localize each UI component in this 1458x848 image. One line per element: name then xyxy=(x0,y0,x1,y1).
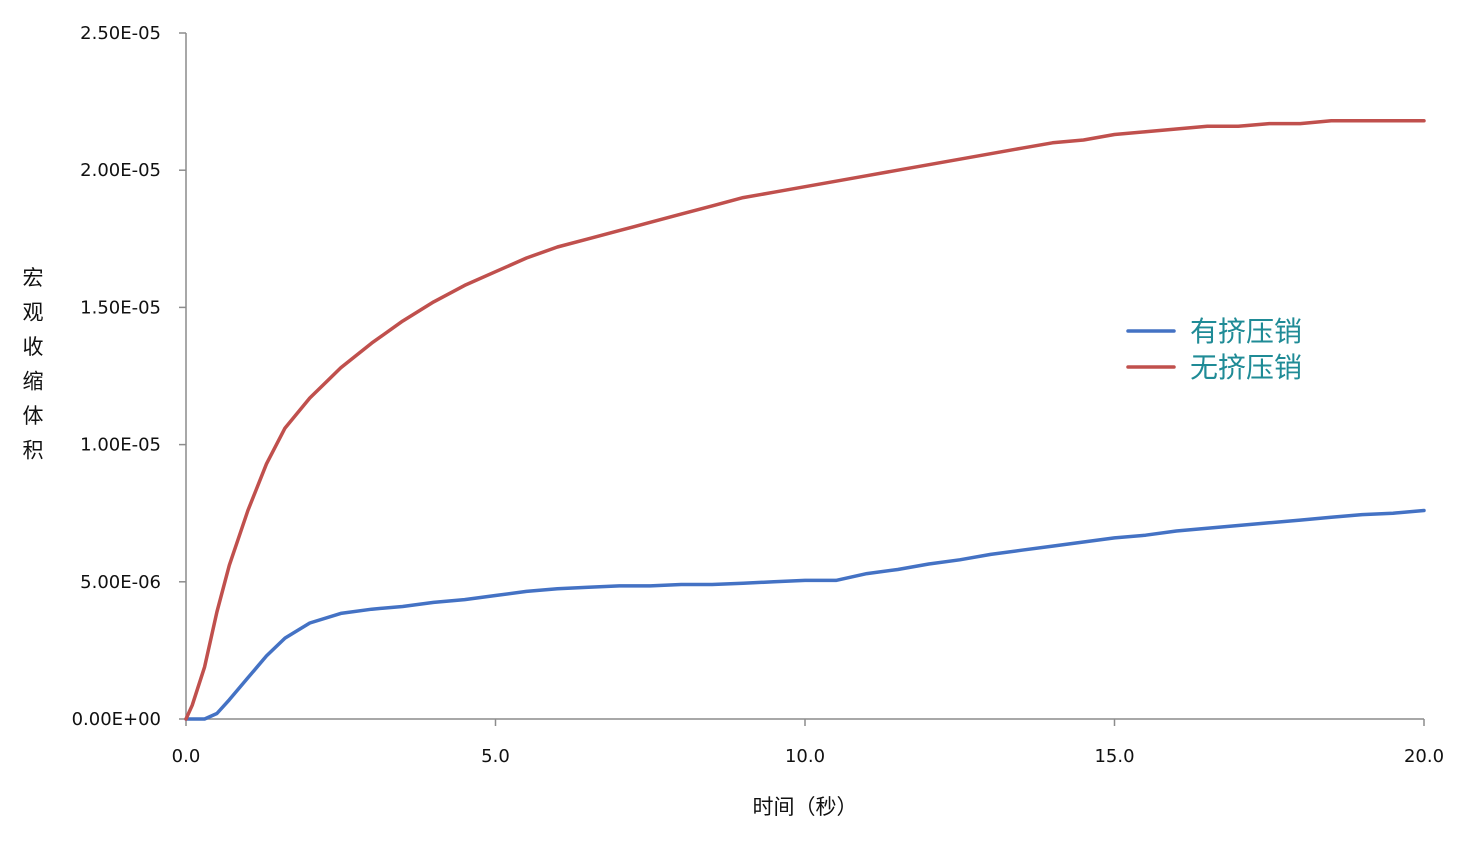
y-tick-label: 1.00E-05 xyxy=(80,435,161,456)
series-line-1 xyxy=(184,508,1426,721)
x-tick-label: 10.0 xyxy=(785,746,825,767)
y-tick-label: 1.50E-05 xyxy=(80,297,161,318)
y-tick-label: 2.50E-05 xyxy=(80,23,161,44)
series-lines xyxy=(184,119,1426,721)
y-ticks: 0.00E+00 5.00E-06 1.00E-05 1.50E-05 2.00E-05… xyxy=(72,23,186,730)
x-axis-title: 时间（秒） xyxy=(753,795,858,819)
legend-label: 有挤压销 xyxy=(1190,315,1302,348)
y-tick-label: 5.00E-06 xyxy=(80,572,161,593)
legend-label: 无挤压销 xyxy=(1190,351,1302,384)
x-tick-label: 15.0 xyxy=(1094,746,1134,767)
series-line-2 xyxy=(184,119,1426,721)
x-tick-label: 5.0 xyxy=(481,746,510,767)
x-ticks: 0.0 5.0 10.0 15.0 20.0 xyxy=(172,719,1444,767)
x-tick-label: 20.0 xyxy=(1404,746,1444,767)
y-axis-title-text: 宏观收缩体积 xyxy=(23,266,44,463)
y-tick-label: 0.00E+00 xyxy=(72,709,161,730)
y-axis-title: 宏观收缩体积 xyxy=(23,266,44,463)
y-tick-label: 2.00E-05 xyxy=(80,160,161,181)
x-tick-label: 0.0 xyxy=(172,746,201,767)
